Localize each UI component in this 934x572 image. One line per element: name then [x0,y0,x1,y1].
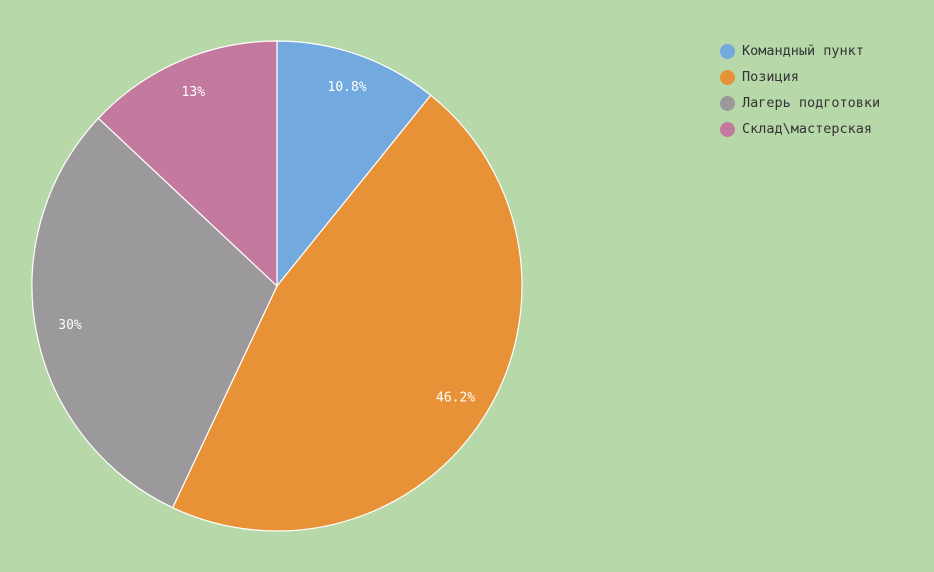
slice-label-2: 30% [58,318,82,333]
legend-label: Склад\мастерская [742,121,873,137]
legend-item-1[interactable]: Позиция [720,64,880,90]
legend-item-0[interactable]: Командный пункт [720,38,880,64]
legend-swatch-icon [720,121,735,137]
legend-swatch-icon [720,43,735,59]
legend-label: Лагерь подготовки [742,95,881,111]
pie-slice-0 [276,40,432,288]
slice-label-0: 10.8% [328,80,367,95]
pie-slice-3 [97,40,278,288]
pie-slice-2 [31,117,278,509]
legend-swatch-icon [720,95,735,111]
pie-slices [31,40,523,532]
legend-item-3[interactable]: Склад\мастерская [720,116,880,142]
legend-item-2[interactable]: Лагерь подготовки [720,90,880,116]
pie-slice-1 [171,94,523,532]
legend-label: Командный пункт [742,43,864,59]
chart-legend: Командный пункт Позиция Лагерь подготовки С… [720,38,880,142]
slice-label-3: 13% [182,85,206,100]
slice-label-1: 46.2% [436,390,475,405]
pie-slice-labels: 10.8% 46.2% 30% 13% [58,80,475,405]
legend-swatch-icon [720,69,735,85]
legend-label: Позиция [742,69,799,85]
